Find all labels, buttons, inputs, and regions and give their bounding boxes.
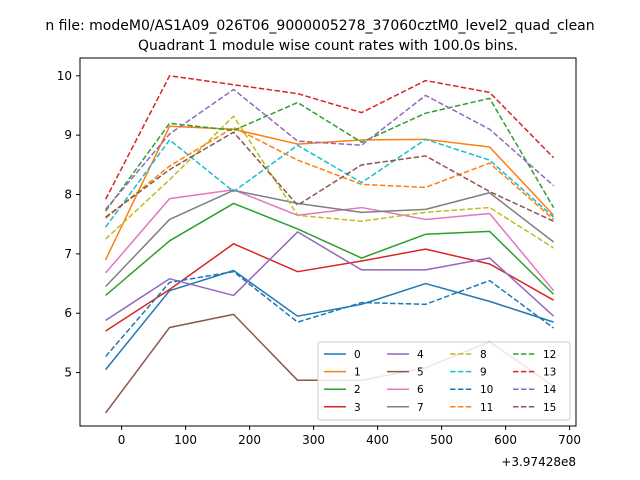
series-line-6 [105, 189, 555, 292]
x-tick-label: 300 [302, 433, 325, 447]
legend-label-12: 12 [543, 349, 556, 361]
x-tick-label: 400 [366, 433, 389, 447]
legend-label-9: 9 [480, 367, 487, 379]
legend-box [317, 341, 571, 421]
legend-label-13: 13 [543, 367, 556, 379]
x-offset-label: +3.97428e8 [501, 455, 576, 469]
series-line-9 [104, 138, 555, 228]
legend-label-10: 10 [480, 384, 493, 396]
y-tick-label: 5 [64, 366, 72, 380]
figure-suptitle: n file: modeM0/AS1A09_026T06_9000005278_… [45, 18, 594, 34]
y-tick-label: 6 [64, 306, 72, 320]
x-tick-label: 700 [558, 433, 581, 447]
series-line-7 [105, 189, 555, 288]
y-tick-label: 7 [64, 247, 72, 261]
legend-label-2: 2 [354, 384, 361, 396]
x-tick-label: 200 [238, 433, 261, 447]
y-tick-label: 9 [64, 128, 72, 142]
chart-title: Quadrant 1 module wise count rates with … [138, 38, 518, 54]
legend-label-15: 15 [543, 402, 556, 414]
x-tick-label: 100 [174, 433, 197, 447]
series-line-14 [105, 88, 555, 210]
y-tick-label: 8 [64, 188, 72, 202]
legend-label-1: 1 [354, 367, 361, 379]
legend-label-3: 3 [354, 402, 361, 414]
x-tick-label: 0 [118, 433, 126, 447]
legend-label-7: 7 [417, 402, 424, 414]
series-line-3 [105, 243, 554, 332]
series-line-12 [104, 97, 555, 212]
x-tick-label: 600 [494, 433, 517, 447]
series-line-13 [104, 75, 555, 200]
series-line-15 [105, 131, 554, 222]
x-axis: 0 100 200 300 400 500 600 700 [118, 426, 581, 447]
y-tick-label: 10 [57, 69, 72, 83]
legend-label-6: 6 [417, 384, 424, 396]
legend-label-4: 4 [417, 349, 424, 361]
legend-label-0: 0 [354, 349, 361, 361]
series-line-4 [105, 231, 555, 321]
legend-label-11: 11 [480, 402, 493, 414]
legend-label-8: 8 [480, 349, 487, 361]
series-line-10 [105, 270, 555, 358]
series-line-0 [105, 269, 554, 371]
series-line-8 [105, 115, 555, 249]
axes-frame [79, 57, 577, 427]
legend-label-5: 5 [417, 367, 424, 379]
series-line-2 [105, 202, 555, 296]
legend-label-14: 14 [543, 384, 557, 396]
series-line-11 [105, 126, 555, 221]
x-tick-label: 500 [430, 433, 453, 447]
y-axis: 5 6 7 8 9 10 [57, 69, 80, 380]
